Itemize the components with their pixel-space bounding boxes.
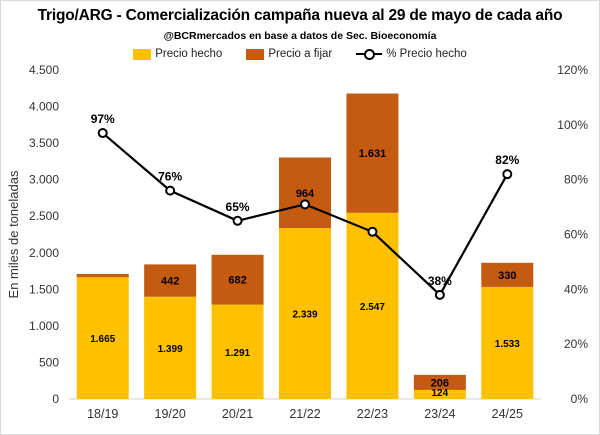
y2-tick-label: 120% [557,63,588,77]
bar-precio-a-fijar [413,374,466,390]
y2-tick-label: 80% [564,173,588,187]
chart-subtitle: @BCRmercados en base a datos de Sec. Bio… [163,30,437,42]
y-tick-label: 1.500 [29,282,59,296]
data-label-precio-a-fijar: 1.631 [359,148,387,160]
legend-line-marker-icon [356,48,383,60]
legend-label-precio-hecho: Precio hecho [155,48,223,60]
pct-precio-hecho-marker [367,226,378,237]
bar-precio-a-fijar [211,254,264,305]
legend-label-precio-a-fijar: Precio a fijar [268,48,333,60]
y-tick-label: 3.500 [29,136,59,150]
data-label-precio-a-fijar: 206 [431,377,449,389]
y-axis-title: En miles de toneladas [6,170,21,298]
data-label-precio-a-fijar: 682 [228,275,246,287]
y-tick-label: 2.500 [29,209,59,223]
data-label-precio-hecho: 1.665 [90,334,115,345]
bar-precio-hecho [76,277,129,399]
y-tick-label: 500 [39,355,59,369]
data-label-precio-hecho: 1.291 [225,348,250,359]
x-tick-label: 21/22 [289,407,320,421]
x-tick-label: 23/24 [424,407,455,421]
bar-precio-hecho [481,286,534,399]
x-tick-label: 19/20 [155,407,186,421]
pct-precio-hecho-marker [232,215,243,226]
bar-precio-a-fijar [279,157,331,228]
y-tick-label: 3.000 [29,173,59,187]
bar-precio-a-fijar [76,273,129,278]
bar-precio-hecho [211,304,264,399]
x-tick-label: 22/23 [357,407,388,421]
bar-precio-a-fijar [144,264,197,297]
legend-item-precio-a-fijar: Precio a fijar [246,48,332,60]
data-label-pct-precio-hecho: 82% [495,153,519,167]
y2-tick-label: 100% [557,118,588,132]
x-tick-label: 18/19 [87,407,118,421]
y2-tick-label: 20% [564,337,588,351]
pct-precio-hecho-marker [165,185,176,196]
data-label-pct-precio-hecho: 65% [226,200,250,214]
y-tick-label: 1.000 [29,319,59,333]
chart-title: Trigo/ARG - Comercialización campaña nue… [37,7,563,24]
data-label-precio-a-fijar: 964 [296,188,315,200]
bar-precio-hecho [346,212,399,399]
y2-tick-label: 60% [564,228,588,242]
legend: Precio hecho Precio a fijar % Precio hec… [1,48,599,60]
bar-precio-hecho [413,389,466,399]
data-label-pct-precio-hecho: 38% [428,274,452,288]
data-label-precio-hecho: 124 [432,388,449,399]
legend-label-pct-precio-hecho: % Precio hecho [386,48,467,60]
data-label-precio-hecho: 1.399 [158,344,183,355]
y2-tick-label: 0% [571,392,589,406]
pct-precio-hecho-marker [434,289,445,300]
data-label-precio-a-fijar: 330 [498,270,516,282]
x-tick-label: 20/21 [222,407,253,421]
y-tick-label: 2.000 [29,246,59,260]
legend-swatch-precio-a-fijar [246,48,265,60]
legend-item-precio-hecho: Precio hecho [133,48,222,60]
y-tick-label: 4.000 [29,100,59,114]
legend-item-pct-precio-hecho: % Precio hecho [356,48,467,60]
bar-precio-hecho [279,227,331,399]
data-label-precio-hecho: 2.547 [360,302,385,313]
y-tick-label: 4.500 [29,63,59,77]
x-tick-label: 24/25 [492,407,523,421]
legend-swatch-precio-hecho [133,48,152,60]
pct-precio-hecho-marker [300,199,310,210]
bar-precio-a-fijar [481,262,534,287]
bar-precio-a-fijar [346,93,399,213]
pct-precio-hecho-marker [502,169,513,180]
y2-tick-label: 40% [564,282,588,296]
data-label-pct-precio-hecho: 76% [158,170,182,184]
data-label-precio-a-fijar: 442 [161,276,179,288]
data-label-pct-precio-hecho: 97% [91,112,115,126]
pct-precio-hecho-marker [97,128,108,139]
y-tick-label: 0 [52,392,59,406]
bar-precio-hecho [144,296,197,399]
data-label-precio-hecho: 1.533 [495,339,520,350]
data-label-precio-hecho: 2.339 [292,309,317,320]
